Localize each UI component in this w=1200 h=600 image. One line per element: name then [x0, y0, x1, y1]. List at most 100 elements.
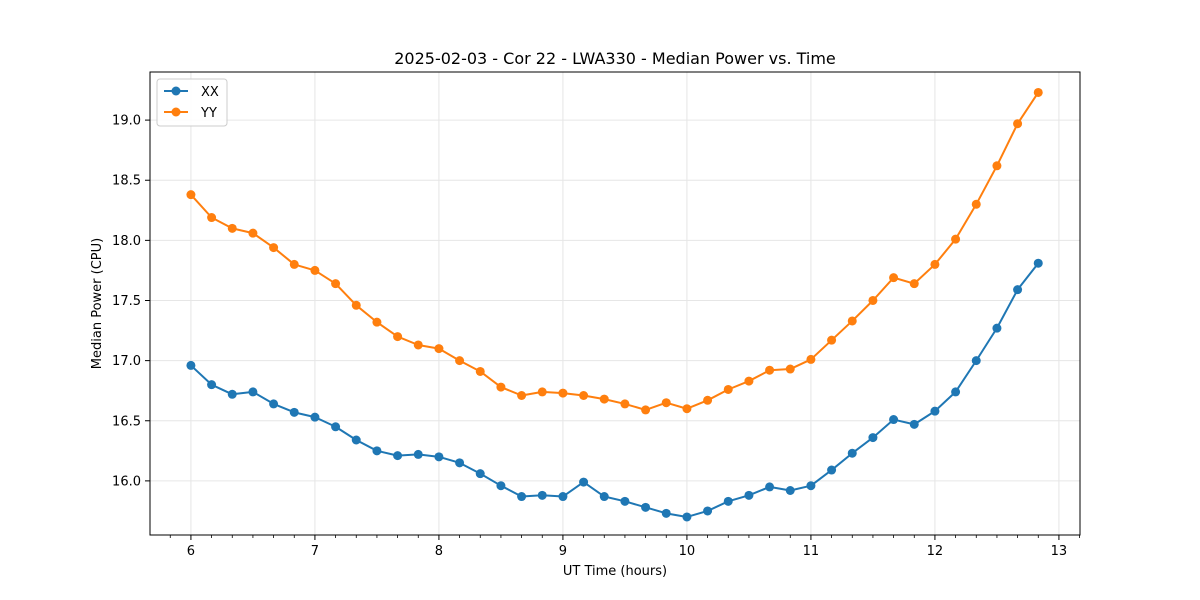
data-point-xx [248, 387, 258, 397]
data-point-yy [1033, 87, 1043, 97]
y-tick-label: 18.5 [112, 174, 141, 189]
data-point-yy [723, 384, 733, 394]
y-tick-label: 17.5 [112, 294, 141, 309]
data-point-xx [1033, 258, 1043, 268]
plot-frame [149, 71, 1081, 536]
data-point-xx [331, 422, 341, 432]
data-point-xx [496, 481, 506, 491]
data-point-xx [413, 449, 423, 459]
data-point-xx [661, 508, 671, 518]
data-point-yy [661, 398, 671, 408]
data-point-xx [579, 477, 589, 487]
legend: XX YY [156, 78, 228, 127]
data-point-yy [868, 295, 878, 305]
data-point-yy [889, 273, 899, 283]
data-point-yy [641, 405, 651, 415]
data-point-yy [930, 259, 940, 269]
data-point-xx [289, 407, 299, 417]
data-point-yy [248, 228, 258, 238]
x-tick-label: 9 [559, 544, 567, 559]
data-point-xx [744, 490, 754, 500]
data-point-xx [909, 419, 919, 429]
data-point-xx [641, 502, 651, 512]
data-point-xx [723, 496, 733, 506]
data-point-yy [289, 259, 299, 269]
data-point-xx [992, 323, 1002, 333]
data-point-yy [785, 364, 795, 374]
x-tick-label: 11 [803, 544, 820, 559]
data-point-xx [186, 360, 196, 370]
data-point-yy [599, 394, 609, 404]
data-point-xx [310, 412, 320, 422]
data-point-yy [310, 265, 320, 275]
data-point-xx [620, 496, 630, 506]
data-point-yy [971, 199, 981, 209]
data-point-yy [413, 340, 423, 350]
data-point-xx [765, 482, 775, 492]
data-point-xx [558, 492, 568, 502]
data-point-xx [599, 492, 609, 502]
data-point-yy [351, 300, 361, 310]
data-point-yy [703, 395, 713, 405]
data-point-xx [351, 435, 361, 445]
data-point-yy [992, 161, 1002, 171]
axis-ticks: 6 7 8 9 10 11 12 13 16.0 16.5 17.0 17.5 18.0 18.5 19.0 [112, 114, 1081, 559]
legend-marker-yy [171, 107, 181, 117]
legend-label-xx: XX [201, 85, 219, 100]
data-point-xx [827, 465, 837, 475]
data-point-yy [475, 366, 485, 376]
series-xx [186, 258, 1043, 522]
series-yy [186, 87, 1043, 415]
data-point-yy [909, 279, 919, 289]
data-point-yy [269, 243, 279, 253]
data-point-xx [930, 406, 940, 416]
data-point-yy [744, 376, 754, 386]
data-point-yy [537, 387, 547, 397]
data-point-yy [207, 213, 217, 223]
series-line-xx [190, 262, 1040, 518]
x-tick-label: 8 [435, 544, 443, 559]
data-point-yy [579, 390, 589, 400]
data-point-yy [620, 399, 630, 409]
y-tick-label: 16.0 [112, 474, 141, 489]
data-point-xx [269, 399, 279, 409]
data-point-xx [971, 356, 981, 366]
series-line-yy [190, 91, 1040, 411]
data-point-yy [558, 388, 568, 398]
y-axis-label: Median Power (CPU) [90, 238, 105, 369]
grid [150, 72, 1080, 535]
data-point-xx [806, 481, 816, 491]
data-point-xx [517, 492, 527, 502]
data-point-yy [393, 332, 403, 342]
data-point-xx [434, 452, 444, 462]
y-tick-label: 17.0 [112, 354, 141, 369]
legend-label-yy: YY [200, 106, 217, 121]
chart-title: 2025-02-03 - Cor 22 - LWA330 - Median Po… [394, 49, 836, 68]
data-point-yy [517, 390, 527, 400]
data-point-yy [434, 344, 444, 354]
data-point-xx [847, 448, 857, 458]
x-tick-label: 6 [187, 544, 195, 559]
data-point-yy [227, 223, 237, 233]
data-point-xx [703, 506, 713, 516]
x-axis-label: UT Time (hours) [563, 564, 667, 579]
x-tick-label: 7 [311, 544, 319, 559]
x-tick-label: 10 [679, 544, 696, 559]
data-point-xx [682, 512, 692, 522]
data-point-yy [1013, 119, 1023, 129]
data-point-yy [847, 316, 857, 326]
data-point-xx [475, 469, 485, 479]
x-tick-label: 12 [927, 544, 944, 559]
data-point-yy [372, 317, 382, 327]
data-point-yy [806, 354, 816, 364]
data-point-xx [227, 389, 237, 399]
series-group [186, 87, 1043, 522]
data-point-yy [682, 404, 692, 414]
legend-marker-xx [171, 86, 181, 96]
data-point-xx [537, 490, 547, 500]
y-tick-label: 18.0 [112, 234, 141, 249]
data-point-xx [372, 446, 382, 456]
data-point-yy [951, 234, 961, 244]
data-point-yy [496, 382, 506, 392]
